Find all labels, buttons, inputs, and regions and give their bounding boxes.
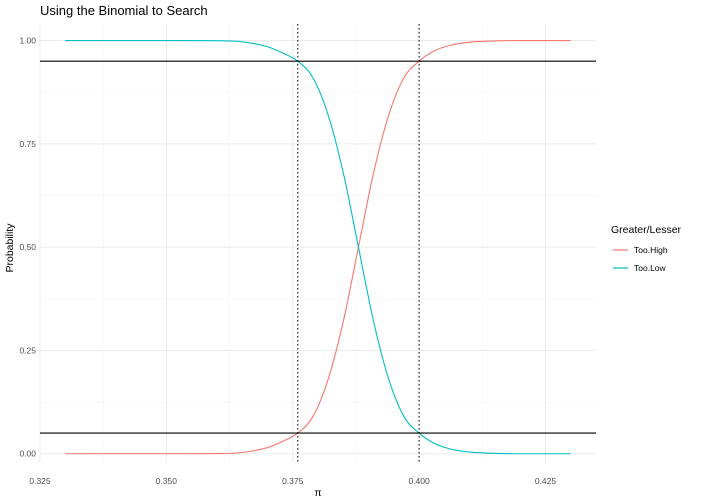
reference-lines <box>40 24 596 462</box>
legend-title: Greater/Lesser <box>611 224 682 236</box>
y-tick-label: 0.50 <box>19 242 36 252</box>
axis-ticks: 0.325 0.350 0.375 0.400 0.425 0.00 0.25 0.50 0.7… <box>19 36 556 486</box>
plot-series <box>65 39 571 455</box>
y-tick-label: 1.00 <box>19 36 36 46</box>
x-axis-title: π <box>314 487 321 499</box>
x-tick-label: 0.425 <box>535 476 557 486</box>
series-line-too-low <box>65 39 571 455</box>
y-tick-label: 0.25 <box>19 345 36 355</box>
x-tick-label: 0.350 <box>156 476 178 486</box>
plot-grid <box>39 24 596 462</box>
legend-label-too-low: Too.Low <box>634 263 667 273</box>
legend: Greater/Lesser Too.High Too.Low <box>611 224 682 273</box>
series-line-too-high <box>65 39 571 455</box>
y-tick-label: 0.00 <box>19 449 36 459</box>
chart-title: Using the Binomial to Search <box>40 3 208 18</box>
legend-label-too-high: Too.High <box>634 245 668 255</box>
x-tick-label: 0.375 <box>282 476 304 486</box>
x-tick-label: 0.400 <box>408 476 430 486</box>
y-tick-label: 0.75 <box>19 139 36 149</box>
y-axis-title: Probability <box>4 223 16 273</box>
x-tick-label: 0.325 <box>29 476 51 486</box>
